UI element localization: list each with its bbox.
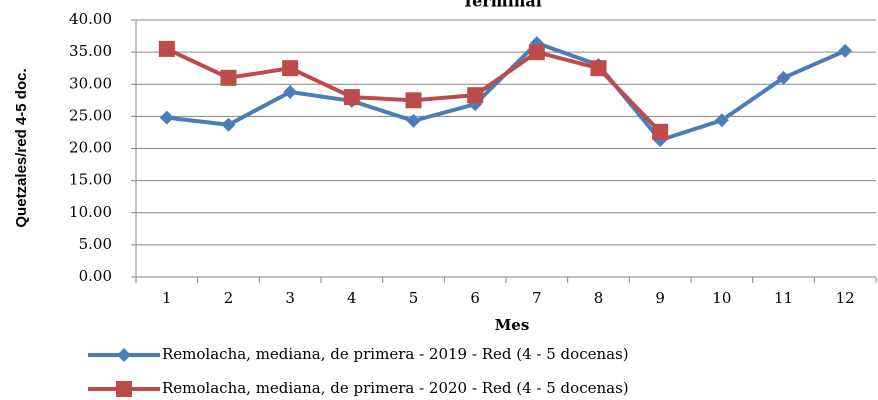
data-point <box>283 84 298 99</box>
data-point <box>282 60 299 77</box>
y-tick-label: 20.00 <box>69 139 112 157</box>
series-line <box>166 41 846 143</box>
data-point <box>714 113 729 128</box>
x-tick-label: 2 <box>224 289 234 307</box>
legend-marker <box>116 381 132 397</box>
x-tick-label: 1 <box>162 289 172 307</box>
data-point <box>406 113 421 128</box>
x-tick-label: 12 <box>836 289 855 307</box>
y-tick-label: 25.00 <box>69 106 112 124</box>
data-point <box>159 110 174 125</box>
legend-label: Remolacha, mediana, de primera - 2019 - … <box>162 345 629 363</box>
x-tick-label: 10 <box>712 289 731 307</box>
data-point <box>220 69 237 86</box>
y-tick-label: 15.00 <box>69 171 112 189</box>
x-tick-label: 11 <box>774 289 793 307</box>
x-tick-label: 6 <box>470 289 480 307</box>
y-tick-label: 40.00 <box>69 10 112 28</box>
x-tick-label: 5 <box>409 289 419 307</box>
y-axis-label: Quetzales/red 4-5 doc. <box>13 68 30 227</box>
y-tick-label: 30.00 <box>69 74 112 92</box>
data-point <box>652 123 669 140</box>
data-point <box>776 70 791 85</box>
data-point <box>405 92 422 109</box>
y-tick-label: 10.00 <box>69 203 112 221</box>
x-tick-label: 7 <box>532 289 542 307</box>
chart-title: Terminal <box>462 0 542 11</box>
x-tick-label: 4 <box>347 289 357 307</box>
data-point <box>158 40 175 57</box>
data-point <box>590 60 607 77</box>
x-tick-label: 9 <box>655 289 665 307</box>
x-tick-label: 8 <box>594 289 604 307</box>
legend-label: Remolacha, mediana, de primera - 2020 - … <box>162 379 629 397</box>
legend-marker <box>117 348 131 362</box>
data-point <box>343 89 360 106</box>
data-point <box>528 44 545 61</box>
data-point <box>838 43 853 58</box>
data-point <box>467 87 484 104</box>
y-tick-label: 0.00 <box>79 267 112 285</box>
y-tick-label: 5.00 <box>79 235 112 253</box>
y-tick-label: 35.00 <box>69 42 112 60</box>
x-axis-label: Mes <box>495 316 530 334</box>
data-point <box>221 117 236 132</box>
x-tick-label: 3 <box>285 289 295 307</box>
